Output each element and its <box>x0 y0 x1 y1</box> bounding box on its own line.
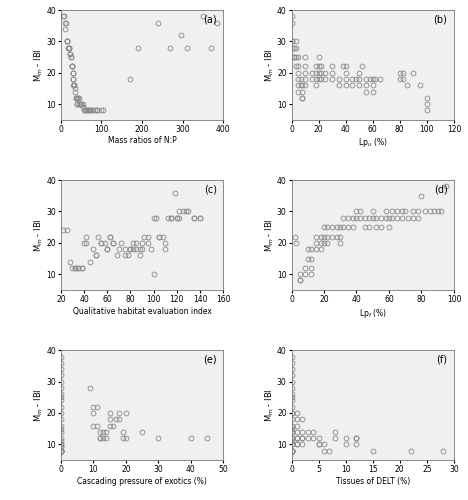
X-axis label: Lp$_u$ (%): Lp$_u$ (%) <box>358 136 388 149</box>
Text: (f): (f) <box>437 354 447 364</box>
Text: (a): (a) <box>203 14 217 24</box>
X-axis label: Tissues of DELT (%): Tissues of DELT (%) <box>336 476 410 486</box>
Y-axis label: M$_m$ - IBI: M$_m$ - IBI <box>32 218 45 252</box>
Text: (e): (e) <box>203 354 217 364</box>
X-axis label: Mass ratios of N:P: Mass ratios of N:P <box>108 136 176 145</box>
Y-axis label: M$_m$ - IBI: M$_m$ - IBI <box>263 218 276 252</box>
Y-axis label: M$_m$ - IBI: M$_m$ - IBI <box>263 48 276 82</box>
X-axis label: Qualitative habitat evaluation index: Qualitative habitat evaluation index <box>73 306 212 316</box>
X-axis label: Cascading pressure of exotics (%): Cascading pressure of exotics (%) <box>77 476 207 486</box>
Text: (b): (b) <box>433 14 447 24</box>
Text: (c): (c) <box>204 184 217 194</box>
Text: (d): (d) <box>434 184 447 194</box>
Y-axis label: M$_m$ - IBI: M$_m$ - IBI <box>263 388 276 422</box>
Y-axis label: M$_m$ - IBI: M$_m$ - IBI <box>32 388 45 422</box>
Y-axis label: M$_m$ - IBI: M$_m$ - IBI <box>32 48 45 82</box>
X-axis label: Lp$_f$ (%): Lp$_f$ (%) <box>358 306 387 320</box>
